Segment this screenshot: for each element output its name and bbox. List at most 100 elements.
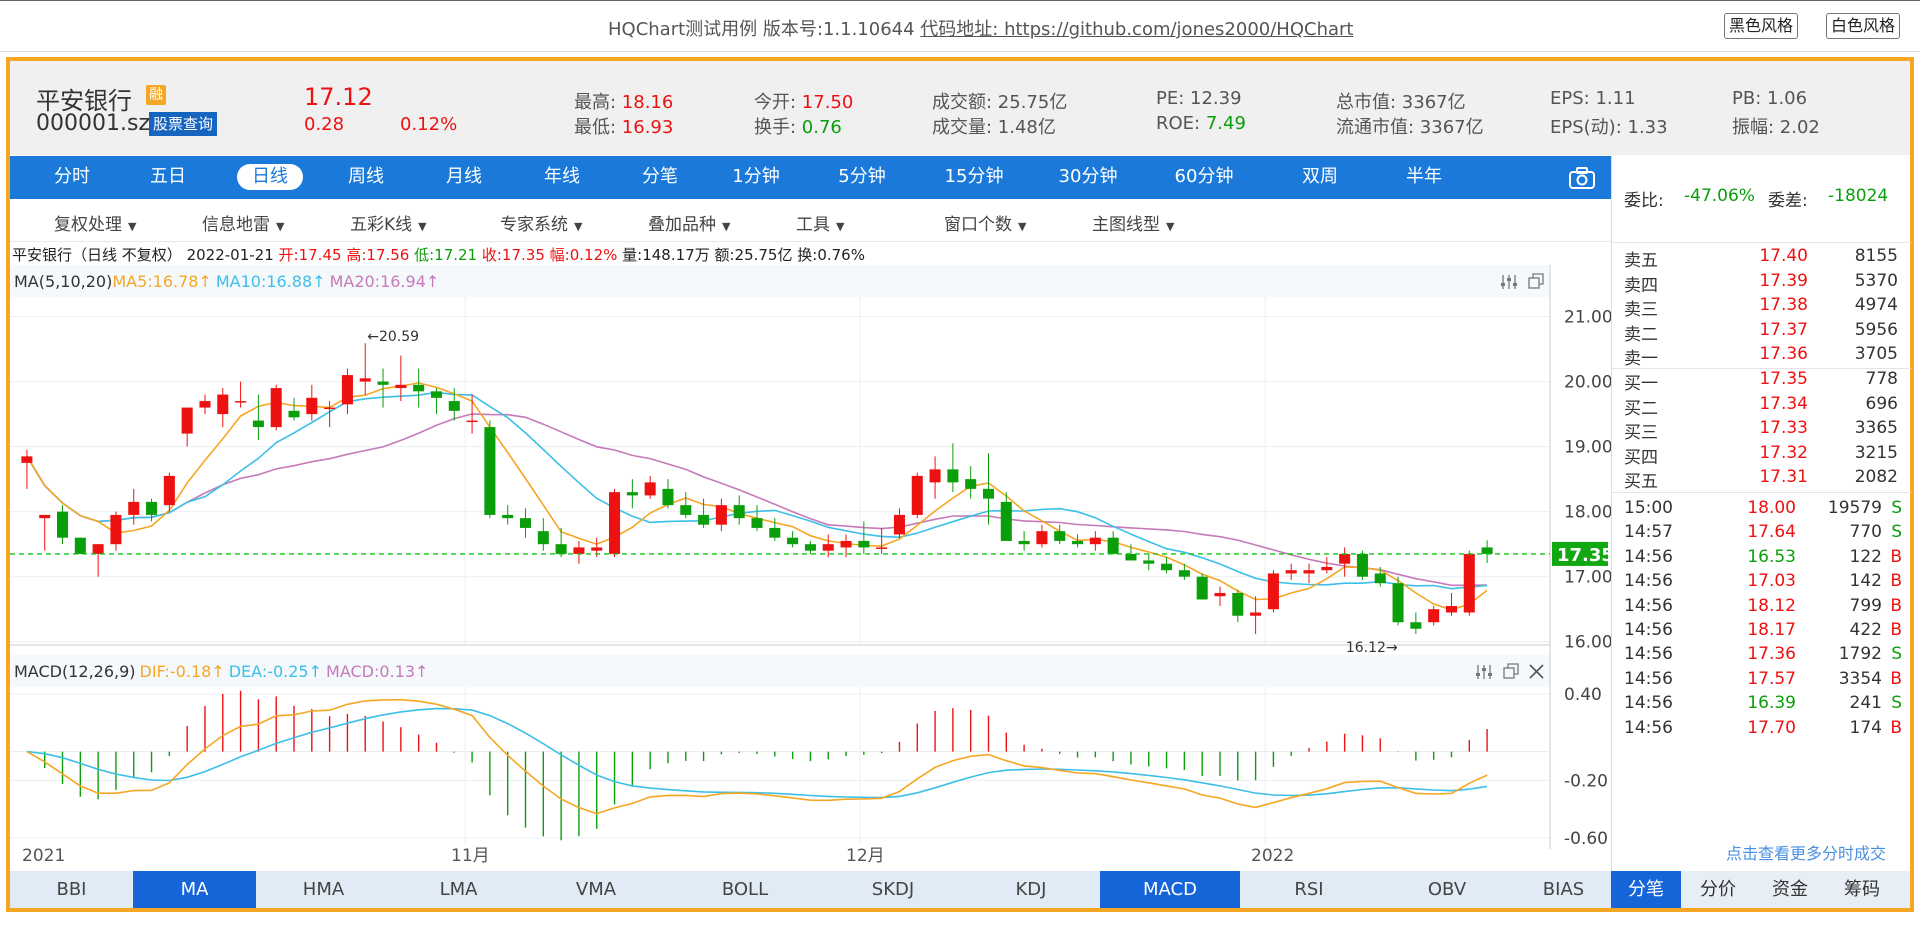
candle (929, 456, 941, 499)
menu-dropdown[interactable]: 工具 ▼ (796, 210, 844, 235)
period-tab[interactable]: 双周 (1302, 166, 1338, 187)
candle-body (947, 469, 959, 483)
right-panel-tab[interactable]: 资金 (1772, 879, 1808, 900)
period-tab[interactable]: 30分钟 (1058, 166, 1118, 187)
macd-settings-icon[interactable] (1476, 665, 1492, 679)
indicator-tab[interactable]: MACD (1100, 871, 1240, 908)
tick-time: 14:57 (1624, 522, 1673, 543)
quote-value: 17.50 (796, 92, 854, 113)
info-amp: 幅:0.12% (549, 246, 618, 264)
period-tab[interactable]: 周线 (348, 166, 384, 187)
more-ticks-link[interactable]: 点击查看更多分时成交 (1725, 844, 1886, 863)
order-level-price: 17.37 (1759, 319, 1808, 340)
menu-dropdown[interactable]: 信息地雷 ▼ (202, 210, 284, 235)
macd-popout-icon[interactable] (1503, 663, 1519, 679)
info-high: 高:17.56 (346, 246, 410, 264)
ma-popout-icon[interactable] (1528, 273, 1544, 289)
candle-body (39, 514, 51, 519)
dark-style-button[interactable]: 黑色风格 (1724, 13, 1799, 39)
candle (430, 388, 442, 415)
quote-label: 最低: 16.93 (574, 117, 674, 138)
order-level-volume: 3215 (1854, 442, 1898, 463)
menu-dropdown[interactable]: 叠加品种 ▼ (648, 210, 730, 235)
right-panel-tab[interactable]: 分价 (1700, 879, 1736, 900)
period-tab[interactable]: 月线 (446, 166, 482, 187)
quote-label: 换手: 0.76 (754, 117, 842, 138)
tick-time: 14:56 (1624, 693, 1673, 714)
indicator-tab[interactable]: HMA (302, 879, 345, 900)
stock-query-button[interactable]: 股票查询 (149, 112, 218, 136)
period-tab[interactable]: 1分钟 (732, 166, 780, 187)
candle-body (252, 420, 264, 428)
candle-body (751, 518, 763, 528)
order-level-price: 17.32 (1759, 442, 1808, 463)
order-level-volume: 778 (1865, 369, 1898, 389)
candle-body (1232, 592, 1244, 616)
period-tab[interactable]: 分笔 (642, 166, 678, 187)
quote-label: PE: 12.39 (1156, 88, 1242, 109)
candle-body (1267, 573, 1279, 610)
right-panel-tab[interactable]: 分笔 (1611, 871, 1681, 908)
candle (1250, 596, 1262, 634)
period-tab[interactable]: 分时 (54, 166, 90, 187)
candle (1428, 605, 1440, 626)
indicator-tab[interactable]: OBV (1427, 879, 1467, 900)
candle (1125, 544, 1137, 561)
camera-icon[interactable] (1568, 166, 1596, 190)
candle (1303, 563, 1315, 584)
period-tab[interactable]: 年线 (544, 166, 580, 187)
info-open: 开:17.45 (278, 246, 342, 264)
right-panel-tab[interactable]: 筹码 (1844, 879, 1880, 900)
info-close: 收:17.35 (481, 246, 545, 264)
period-tab[interactable]: 15分钟 (944, 166, 1004, 187)
candle-body (911, 475, 923, 515)
candle-body (555, 544, 567, 554)
indicator-tab[interactable]: SKDJ (871, 879, 915, 900)
tick-time: 14:56 (1624, 668, 1673, 689)
candle-body (698, 514, 710, 525)
order-level-price: 17.38 (1759, 295, 1808, 316)
candle-body (662, 488, 674, 506)
quote-label: PB: 1.06 (1732, 88, 1808, 109)
repo-link[interactable]: 代码地址: https://github.com/jones2000/HQCha… (920, 19, 1354, 40)
close-icon[interactable] (1529, 664, 1544, 679)
candle (733, 495, 745, 525)
indicator-tab[interactable]: KDJ (1015, 879, 1047, 900)
order-level-volume: 2082 (1854, 467, 1898, 488)
menu-dropdown[interactable]: 主图线型 ▼ (1092, 210, 1174, 235)
date-tick: 11月 (451, 846, 490, 866)
candle-body (341, 375, 353, 405)
ma-settings-icon[interactable] (1501, 275, 1517, 289)
order-level-price: 17.31 (1759, 467, 1808, 488)
light-style-button[interactable]: 白色风格 (1826, 13, 1901, 39)
indicator-tab[interactable]: MA (133, 871, 256, 908)
menu-dropdown[interactable]: 窗口个数 ▼ (944, 210, 1026, 235)
quote-value: 2.02 (1774, 117, 1820, 138)
candle-body (217, 394, 229, 415)
candle (609, 488, 621, 558)
indicator-tab[interactable]: VMA (575, 879, 617, 900)
quote-label: 流通市值: 3367亿 (1336, 117, 1484, 138)
candle (804, 540, 816, 554)
kline-chart[interactable]: 21.00 20.00 19.00 18.00 17.00 16.00 0.40 -0.20 -… (10, 265, 1611, 871)
period-tab[interactable]: 五日 (150, 166, 186, 187)
candle-body (324, 407, 336, 410)
candle-body (21, 456, 33, 463)
period-tab[interactable]: 日线 (237, 164, 303, 190)
menu-dropdown[interactable]: 五彩K线 ▼ (350, 210, 427, 235)
candle (1161, 557, 1173, 574)
indicator-tab[interactable]: RSI (1294, 879, 1324, 900)
tick-side: S (1891, 644, 1902, 665)
period-tab[interactable]: 5分钟 (838, 166, 886, 187)
candle-body (1125, 553, 1137, 561)
max-price-marker: ←20.59 (367, 329, 419, 345)
indicator-tab[interactable]: LMA (439, 879, 478, 900)
period-tab[interactable]: 半年 (1406, 166, 1442, 187)
indicator-tab[interactable]: BIAS (1542, 879, 1585, 900)
menu-dropdown[interactable]: 复权处理 ▼ (54, 210, 136, 235)
indicator-tab[interactable]: BOLL (721, 879, 769, 900)
indicator-tab[interactable]: BBI (56, 879, 87, 900)
menu-dropdown[interactable]: 专家系统 ▼ (500, 210, 582, 235)
period-tab[interactable]: 60分钟 (1174, 166, 1234, 187)
candle (769, 518, 781, 541)
